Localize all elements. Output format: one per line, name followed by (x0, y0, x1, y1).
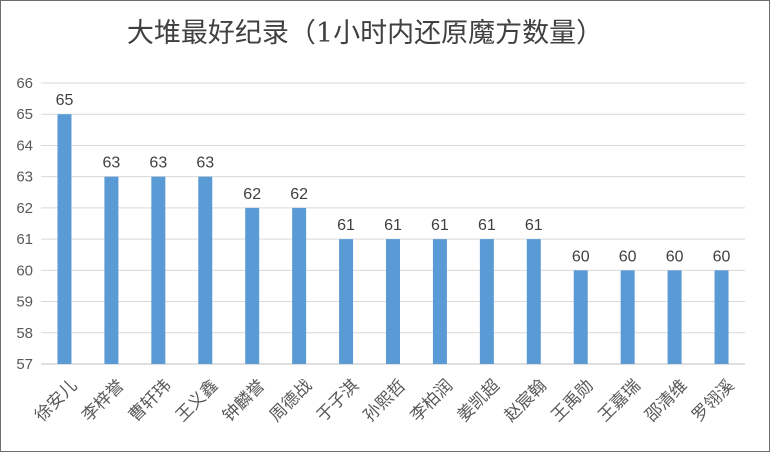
bar (292, 207, 307, 364)
data-label: 61 (337, 217, 355, 234)
x-tick-label: 于子淇 (313, 376, 363, 426)
bar (339, 239, 354, 364)
y-tick-label: 61 (16, 231, 33, 248)
x-tick-label: 李柏润 (407, 376, 457, 426)
x-tick-label: 姜凯超 (454, 376, 504, 426)
bar (526, 239, 541, 364)
data-label: 62 (290, 186, 308, 203)
bar (151, 176, 166, 364)
y-tick-label: 59 (16, 294, 33, 311)
x-tick-label: 孙熙哲 (360, 376, 410, 426)
y-tick-label: 62 (16, 200, 33, 217)
x-tick-label: 钟麟誉 (219, 376, 269, 426)
x-tick-label: 徐安儿 (31, 376, 81, 426)
bar (245, 207, 260, 364)
data-label: 60 (713, 248, 731, 265)
data-label: 63 (149, 155, 167, 172)
x-tick-label: 罗翎溪 (688, 376, 738, 426)
bar (714, 270, 729, 364)
bar (479, 239, 494, 364)
y-tick-label: 58 (16, 325, 33, 342)
bar (386, 239, 400, 364)
y-tick-label: 66 (16, 75, 33, 92)
x-tick-label: 邵清维 (641, 376, 691, 426)
x-tick-label: 李梓誉 (78, 376, 128, 426)
x-tick-label: 王义鑫 (172, 376, 222, 426)
x-axis-ticks: 徐安儿李梓誉曹轩玮王义鑫钟麟誉周德战于子淇孙熙哲李柏润姜凯超赵宸翰王禹勋王嘉瑞邵… (31, 376, 738, 426)
y-tick-label: 57 (16, 356, 33, 373)
x-tick-label: 周德战 (266, 376, 316, 426)
y-axis-ticks: 57 58 59 60 61 62 63 64 65 66 (16, 75, 33, 373)
data-label: 60 (666, 248, 684, 265)
bar (432, 239, 447, 364)
data-labels: 65 63 63 63 62 62 61 61 61 61 61 60 60 60 60 (56, 92, 731, 265)
bar (57, 114, 72, 364)
data-label: 61 (431, 217, 449, 234)
y-tick-label: 63 (16, 169, 33, 186)
x-tick-label: 王禹勋 (548, 376, 598, 426)
y-tick-label: 60 (16, 262, 33, 279)
bar (573, 270, 588, 364)
bar (620, 270, 635, 364)
data-label: 60 (572, 248, 590, 265)
y-tick-label: 64 (16, 137, 33, 154)
data-label: 61 (525, 217, 543, 234)
data-label: 63 (103, 155, 121, 172)
bars (57, 114, 729, 364)
chart-title: 大堆最好纪录（1小时内还原魔方数量） (127, 18, 603, 49)
y-tick-label: 65 (16, 106, 33, 123)
x-tick-label: 赵宸翰 (501, 376, 551, 426)
bar (667, 270, 682, 364)
data-label: 61 (478, 217, 496, 234)
data-label: 61 (384, 217, 402, 234)
x-tick-label: 王嘉瑞 (594, 376, 644, 426)
data-label: 63 (196, 155, 214, 172)
data-label: 65 (56, 92, 74, 109)
x-tick-label: 曹轩玮 (125, 376, 175, 426)
data-label: 62 (243, 186, 261, 203)
bar (104, 176, 119, 364)
bar (198, 176, 213, 364)
data-label: 60 (619, 248, 637, 265)
